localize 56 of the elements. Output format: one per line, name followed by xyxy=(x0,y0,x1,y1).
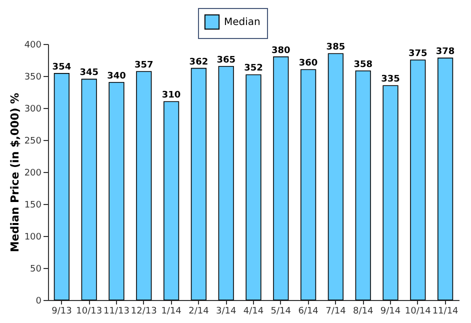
y-tick-label: 150 xyxy=(24,200,42,210)
data-label: 345 xyxy=(80,68,98,78)
data-label: 380 xyxy=(272,46,290,56)
y-tick-label: 0 xyxy=(36,296,42,306)
x-tick-label: 8/14 xyxy=(352,306,374,316)
y-tick-label: 300 xyxy=(24,104,42,114)
y-tick-label: 350 xyxy=(24,72,42,82)
y-tick-label: 50 xyxy=(30,264,42,274)
data-label: 358 xyxy=(354,60,372,70)
bar xyxy=(190,68,206,300)
bar xyxy=(218,66,234,300)
x-tick-label: 5/14 xyxy=(270,306,292,316)
x-tick-label: 9/14 xyxy=(380,306,401,316)
bar xyxy=(382,85,398,300)
x-tick-label: 3/14 xyxy=(216,306,236,316)
x-tick-label: 9/13 xyxy=(52,306,72,316)
x-tick-label: 12/13 xyxy=(130,306,157,316)
x-tick-label: 7/14 xyxy=(326,306,346,316)
data-label: 335 xyxy=(381,74,400,85)
data-label: 378 xyxy=(436,47,455,58)
bar xyxy=(355,70,371,300)
y-tick-label: 250 xyxy=(24,136,42,146)
x-tick-label: 10/14 xyxy=(404,306,432,316)
bar xyxy=(164,101,180,300)
x-tick-label: 10/13 xyxy=(76,306,102,316)
x-tick-label: 11/14 xyxy=(432,306,459,316)
data-label: 354 xyxy=(52,62,72,72)
data-label: 310 xyxy=(162,90,181,101)
bar xyxy=(273,56,289,300)
bar xyxy=(108,82,124,300)
data-label: 385 xyxy=(326,42,346,53)
bar xyxy=(136,71,152,300)
data-label: 365 xyxy=(216,55,236,66)
data-label: 362 xyxy=(189,57,208,68)
x-tick-label: 11/13 xyxy=(104,306,130,316)
bar xyxy=(410,60,426,300)
legend-label: Median xyxy=(224,17,260,28)
bar xyxy=(328,53,344,300)
data-label: 375 xyxy=(408,49,428,59)
bar xyxy=(438,58,454,300)
bar xyxy=(300,69,316,300)
y-axis-title: Median Price (in $,000) % xyxy=(8,92,22,252)
y-tick-label: 100 xyxy=(24,232,42,242)
data-label: 357 xyxy=(134,60,154,71)
data-label: 340 xyxy=(107,71,126,82)
data-label: 352 xyxy=(244,64,263,74)
x-tick-label: 1/14 xyxy=(161,306,182,316)
x-tick-label: 6/14 xyxy=(298,306,319,316)
y-tick-label: 400 xyxy=(24,40,42,50)
bar xyxy=(81,78,97,300)
y-tick-label: 200 xyxy=(24,168,42,178)
bar xyxy=(246,74,262,300)
x-tick-label: 4/14 xyxy=(243,306,264,316)
x-tick-label: 2/14 xyxy=(188,306,210,316)
data-label: 360 xyxy=(298,58,318,69)
bar xyxy=(54,73,70,300)
